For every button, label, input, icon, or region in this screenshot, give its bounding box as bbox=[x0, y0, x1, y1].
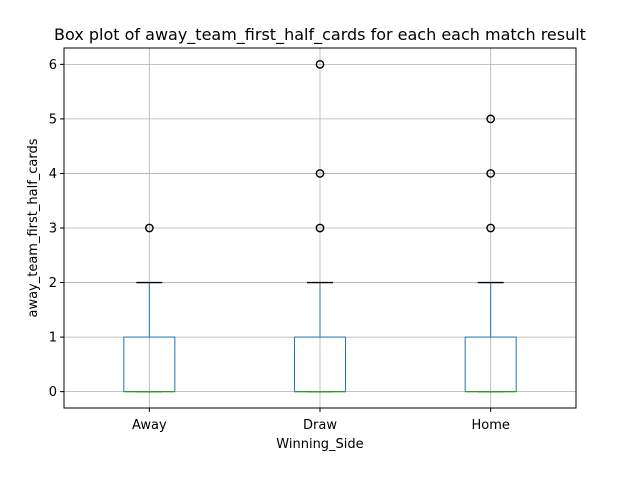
outlier-point-overlap bbox=[316, 224, 324, 232]
outlier-point-overlap bbox=[486, 224, 495, 232]
y-axis-label: away_team_first_half_cards bbox=[26, 138, 41, 317]
chart-title: Box plot of away_team_first_half_cards f… bbox=[54, 25, 586, 45]
box-group-home bbox=[464, 114, 517, 393]
y-tick-label: 6 bbox=[49, 58, 57, 73]
outlier-point-overlap bbox=[145, 224, 154, 232]
y-tick-label: 3 bbox=[49, 222, 57, 237]
y-tick-label: 1 bbox=[49, 331, 57, 346]
x-tick-label: Draw bbox=[303, 418, 337, 433]
x-tick-label: Away bbox=[132, 418, 167, 433]
outlier-point-overlap bbox=[316, 169, 324, 178]
outlier-point-overlap bbox=[486, 115, 495, 123]
y-tick-label: 5 bbox=[49, 112, 57, 127]
x-axis-label: Winning_Side bbox=[276, 437, 363, 452]
y-tick-label: 0 bbox=[49, 385, 57, 400]
y-tick-label: 2 bbox=[49, 276, 57, 291]
boxes-layer bbox=[123, 60, 517, 393]
box-group-away bbox=[123, 223, 176, 393]
x-tick-label: Home bbox=[471, 418, 509, 433]
y-tick-label: 4 bbox=[49, 167, 57, 182]
y-axis-ticks: 0 1 2 3 4 5 6 bbox=[49, 58, 64, 400]
grid-lines bbox=[64, 48, 576, 408]
outlier-point-overlap bbox=[486, 169, 495, 178]
outlier-point-overlap bbox=[316, 60, 324, 69]
box-group-draw bbox=[294, 60, 346, 393]
x-axis-ticks: Away Draw Home bbox=[132, 408, 510, 433]
